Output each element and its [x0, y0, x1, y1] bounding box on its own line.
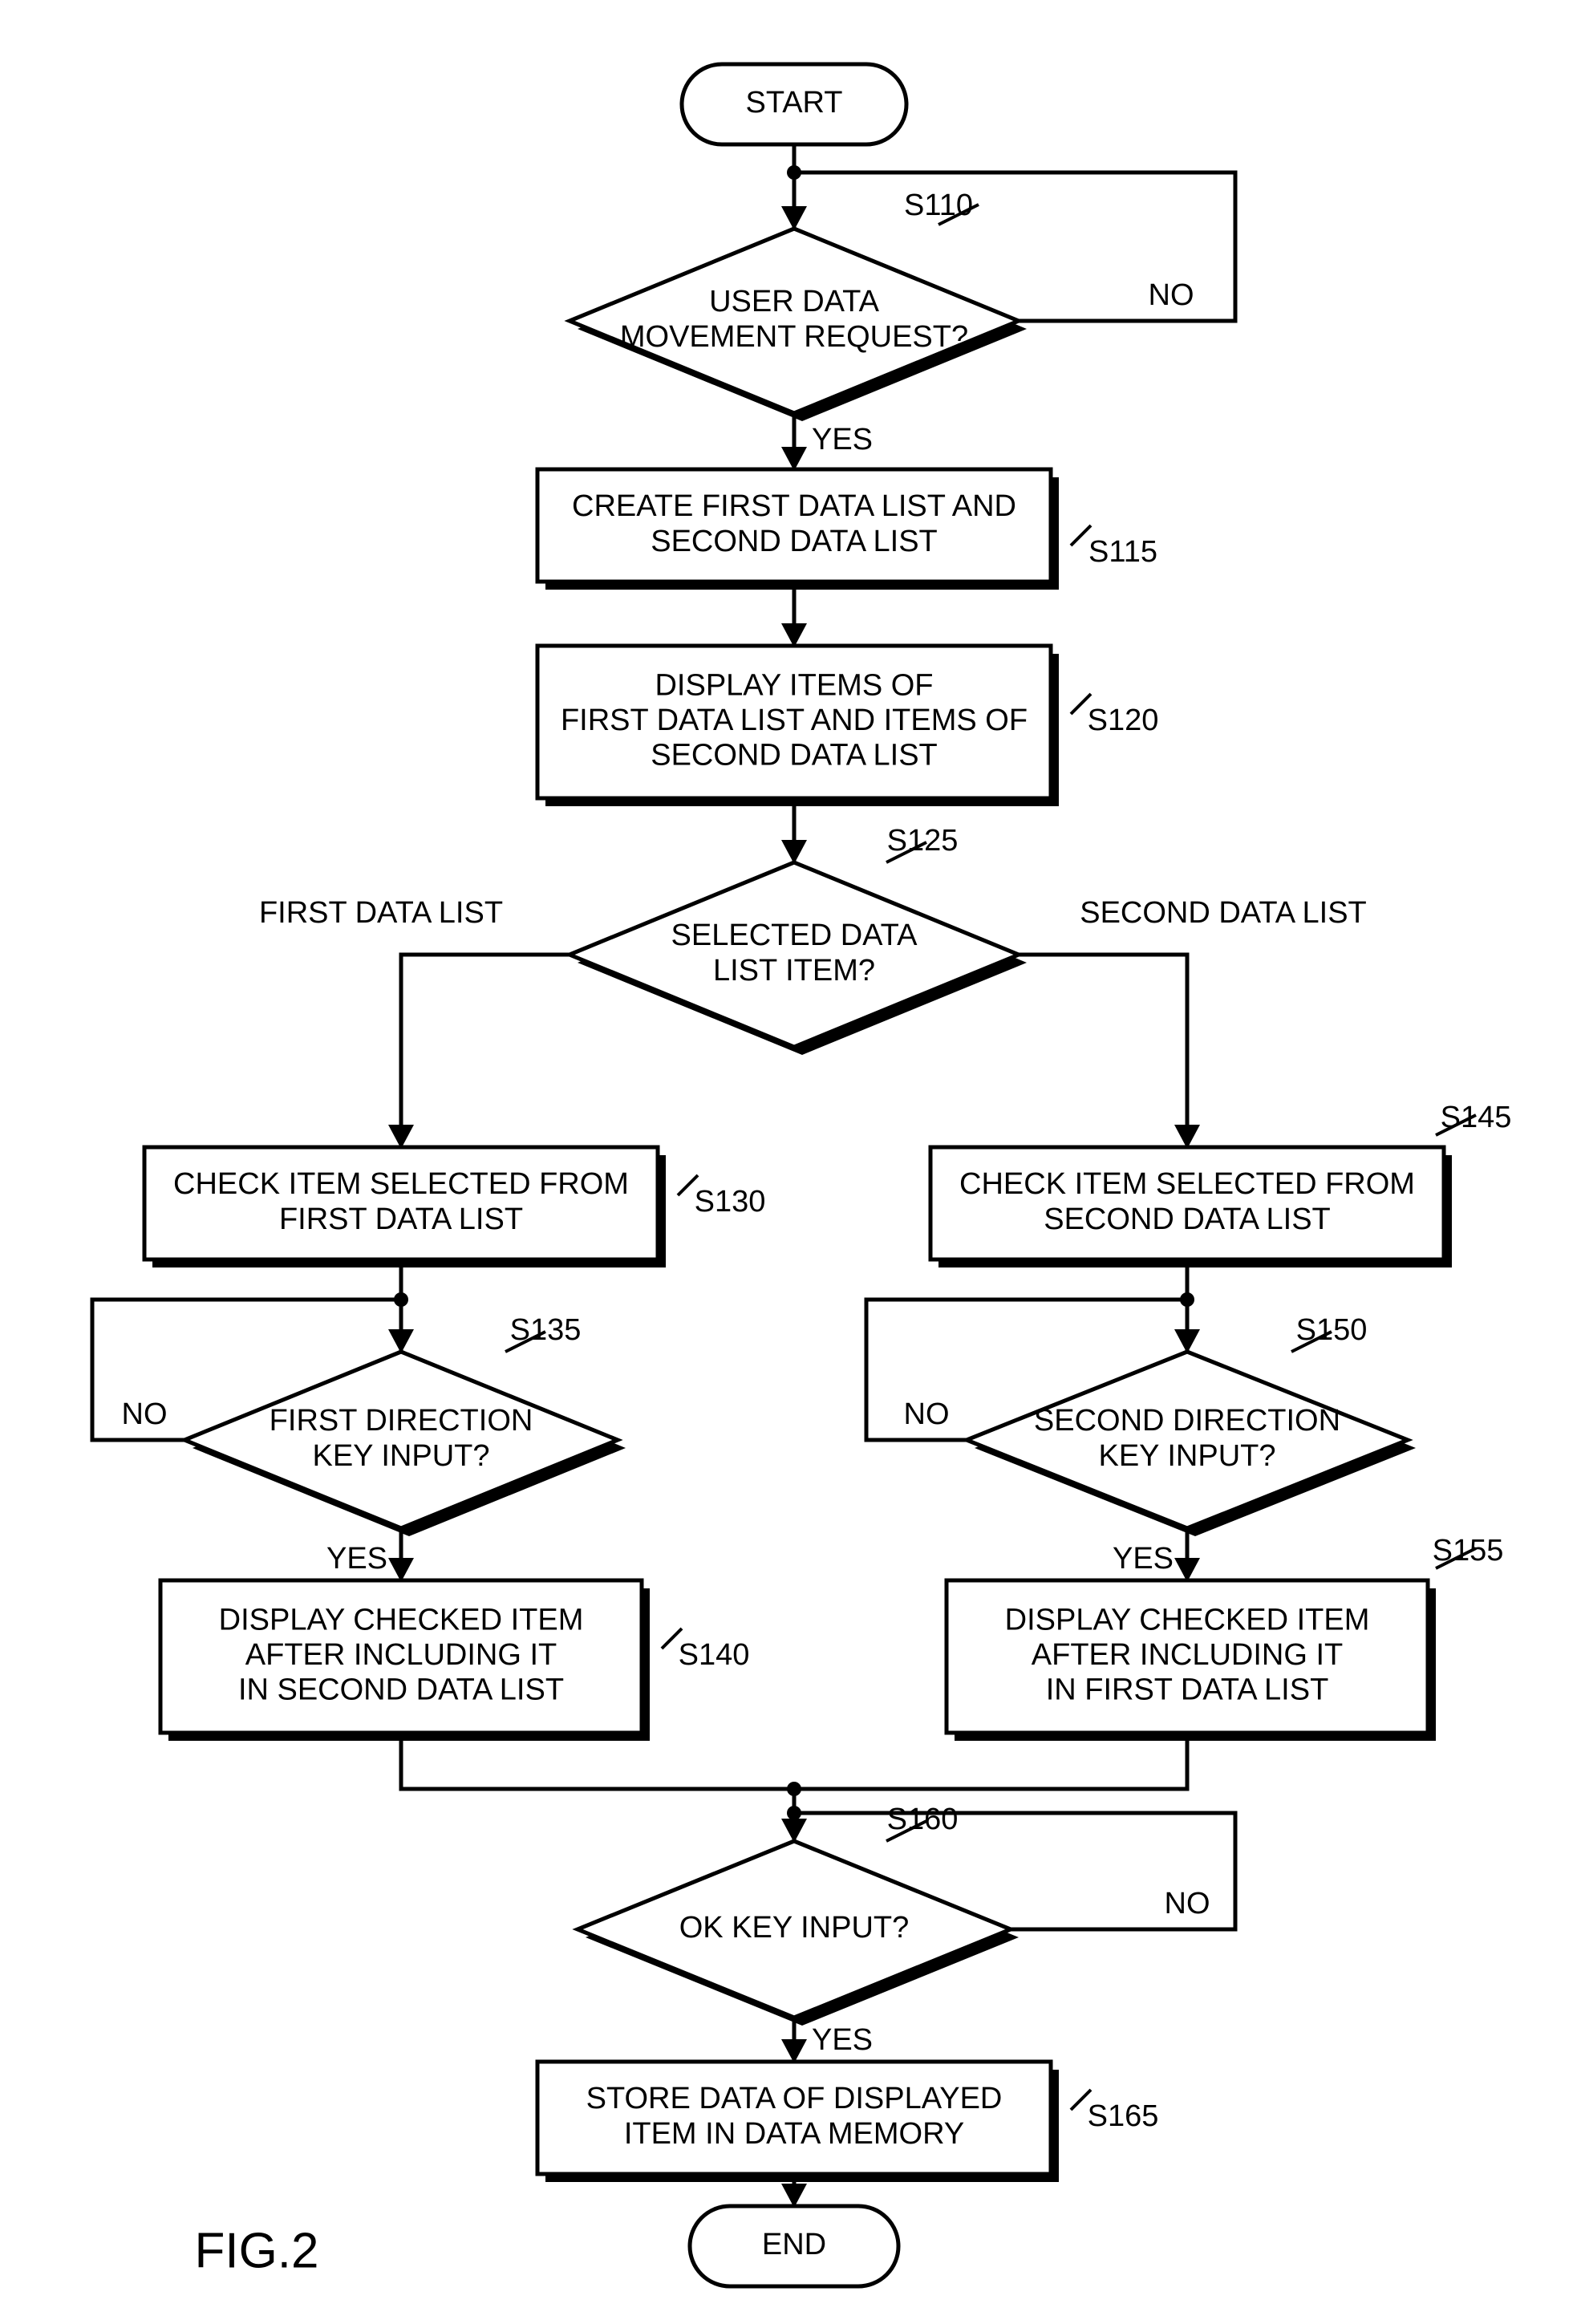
- edge: [794, 1733, 1187, 1789]
- node-text: SECOND DATA LIST: [1044, 1203, 1331, 1236]
- step-label-S125: S125: [887, 824, 959, 858]
- node-d150: SECOND DIRECTIONKEY INPUT?: [967, 1352, 1416, 1536]
- edge-label: NO: [122, 1397, 168, 1431]
- node-text: CHECK ITEM SELECTED FROM: [959, 1167, 1415, 1201]
- edge-label: SECOND DATA LIST: [1080, 896, 1367, 930]
- edge-label: YES: [812, 2023, 873, 2057]
- node-text: IN FIRST DATA LIST: [1046, 1673, 1329, 1707]
- edge-label: YES: [1113, 1542, 1174, 1576]
- node-text: CREATE FIRST DATA LIST AND: [572, 489, 1016, 523]
- node-d160: OK KEY INPUT?: [578, 1841, 1019, 2026]
- node-p145: CHECK ITEM SELECTED FROMSECOND DATA LIST: [930, 1147, 1452, 1267]
- edge-label: NO: [1149, 278, 1194, 312]
- edge: [1019, 955, 1187, 1147]
- node-text: MOVEMENT REQUEST?: [620, 320, 968, 354]
- node-text: SECOND DIRECTION: [1034, 1404, 1340, 1438]
- node-p115: CREATE FIRST DATA LIST ANDSECOND DATA LI…: [537, 469, 1059, 590]
- node-end: END: [690, 2206, 898, 2286]
- nodes-layer: START USER DATAMOVEMENT REQUEST? CREATE FI…: [144, 64, 1452, 2286]
- junction-dot: [394, 1292, 408, 1307]
- node-p165: STORE DATA OF DISPLAYEDITEM IN DATA MEMO…: [537, 2062, 1059, 2182]
- node-text: FIRST DATA LIST: [279, 1203, 523, 1236]
- step-label-S135: S135: [510, 1313, 582, 1347]
- node-text: KEY INPUT?: [312, 1439, 489, 1473]
- node-text: OK KEY INPUT?: [679, 1911, 910, 1945]
- node-text: END: [762, 2228, 826, 2261]
- node-p130: CHECK ITEM SELECTED FROMFIRST DATA LIST: [144, 1147, 666, 1267]
- node-text: DISPLAY ITEMS OF: [655, 668, 933, 702]
- node-text: LIST ITEM?: [713, 954, 875, 988]
- node-text: SELECTED DATA: [671, 919, 918, 952]
- node-text: ITEM IN DATA MEMORY: [624, 2117, 964, 2151]
- node-text: KEY INPUT?: [1098, 1439, 1275, 1473]
- edge: [401, 1733, 794, 1789]
- edge: [401, 955, 570, 1147]
- step-label-S115: S115: [1088, 535, 1157, 569]
- node-p120: DISPLAY ITEMS OFFIRST DATA LIST AND ITEM…: [537, 646, 1059, 806]
- junction-dot: [1180, 1292, 1194, 1307]
- node-text: FIRST DATA LIST AND ITEMS OF: [561, 704, 1028, 737]
- node-text: STORE DATA OF DISPLAYED: [586, 2082, 1003, 2115]
- node-d110: USER DATAMOVEMENT REQUEST?: [570, 229, 1027, 421]
- step-label-S150: S150: [1296, 1313, 1368, 1347]
- step-label-S165: S165: [1088, 2099, 1159, 2133]
- node-text: SECOND DATA LIST: [651, 525, 938, 558]
- node-text: AFTER INCLUDING IT: [245, 1638, 557, 1672]
- edge-label: FIRST DATA LIST: [259, 896, 503, 930]
- step-label-S130: S130: [695, 1185, 766, 1219]
- edge-label: NO: [1165, 1887, 1210, 1920]
- node-text: FIRST DIRECTION: [270, 1404, 533, 1438]
- node-text: USER DATA: [709, 285, 879, 318]
- junction-dot: [787, 165, 801, 180]
- node-start: START: [682, 64, 906, 144]
- flowchart-canvas: START USER DATAMOVEMENT REQUEST? CREATE FI…: [0, 0, 1581, 2324]
- edge-label: YES: [812, 423, 873, 456]
- figure-label: FIG.2: [194, 2223, 318, 2278]
- step-label-S160: S160: [887, 1803, 959, 1836]
- node-d125: SELECTED DATALIST ITEM?: [570, 862, 1027, 1055]
- node-p140: DISPLAY CHECKED ITEMAFTER INCLUDING ITIN…: [160, 1580, 650, 1741]
- step-label-S140: S140: [679, 1638, 750, 1672]
- node-text: AFTER INCLUDING IT: [1032, 1638, 1343, 1672]
- node-text: DISPLAY CHECKED ITEM: [219, 1603, 584, 1637]
- step-label-S120: S120: [1088, 704, 1159, 737]
- node-text: SECOND DATA LIST: [651, 739, 938, 773]
- node-text: CHECK ITEM SELECTED FROM: [173, 1167, 629, 1201]
- edge-label: NO: [904, 1397, 950, 1431]
- node-text: DISPLAY CHECKED ITEM: [1005, 1603, 1370, 1637]
- node-text: IN SECOND DATA LIST: [238, 1673, 564, 1707]
- edge-label: YES: [326, 1542, 387, 1576]
- step-label-S110: S110: [904, 189, 973, 222]
- node-text: START: [745, 86, 842, 120]
- junction-dot: [787, 1806, 801, 1820]
- node-p155: DISPLAY CHECKED ITEMAFTER INCLUDING ITIN…: [947, 1580, 1436, 1741]
- node-d135: FIRST DIRECTIONKEY INPUT?: [184, 1352, 626, 1536]
